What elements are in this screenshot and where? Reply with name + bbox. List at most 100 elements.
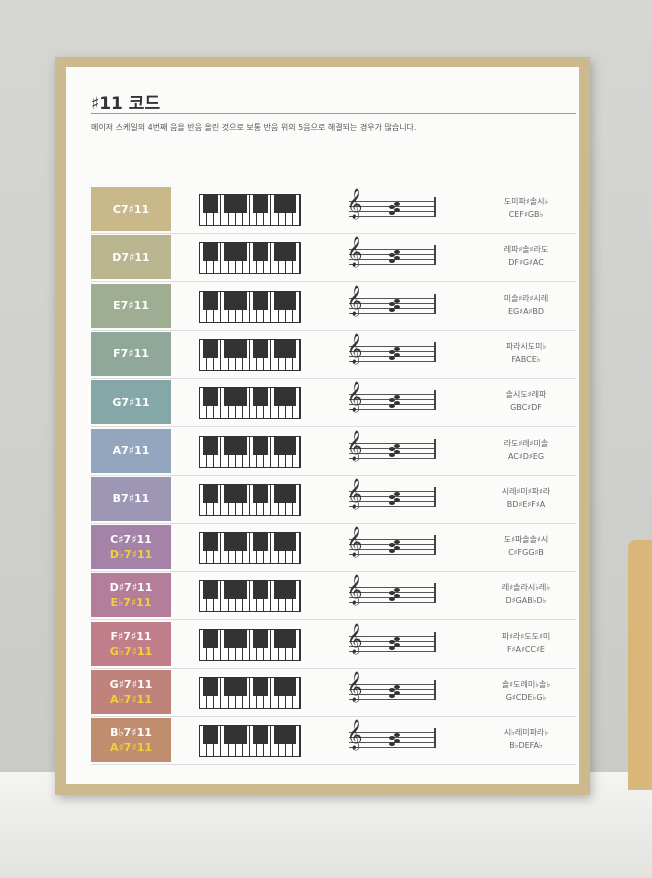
chord-row: A7♯11 𝄞 라도♯레♯미솔 AC♯D♯EG — [91, 427, 576, 476]
note-head — [389, 211, 395, 215]
white-key — [293, 436, 300, 467]
note-head — [394, 256, 400, 261]
poster-frame: ♯11 코드 메이저 스케일의 4번째 음을 반음 올린 것으로 보통 반음 위… — [55, 57, 590, 795]
black-key — [281, 243, 290, 262]
black-key — [252, 436, 261, 455]
notes-letters: FABCE♭ — [511, 354, 541, 364]
black-key — [259, 195, 268, 213]
note-head — [394, 546, 400, 551]
white-key — [293, 581, 300, 612]
white-key — [293, 726, 300, 757]
white-key — [243, 629, 250, 660]
white-key — [293, 533, 300, 564]
black-key — [238, 629, 247, 648]
white-key — [264, 484, 272, 515]
treble-clef-icon: 𝄞 — [347, 237, 363, 268]
black-key — [259, 533, 268, 552]
chord-name: C♯7♯11 — [110, 533, 152, 547]
white-key — [214, 339, 222, 370]
poster: ♯11 코드 메이저 스케일의 4번째 음을 반음 올린 것으로 보통 반음 위… — [66, 67, 579, 784]
black-key — [274, 436, 283, 455]
staff-notation: 𝄞 — [347, 672, 436, 702]
black-key — [274, 339, 283, 358]
black-key — [288, 533, 297, 552]
black-key — [259, 388, 268, 407]
notes-letters: GBC♯DF — [510, 403, 542, 413]
chord-notes: 솔시도♯레파 GBC♯DF — [476, 388, 576, 414]
poster-subtitle: 메이저 스케일의 4번째 음을 반음 올린 것으로 보통 반음 위의 5음으로 … — [91, 123, 417, 132]
treble-clef-icon: 𝄞 — [347, 575, 363, 606]
note-head — [389, 253, 395, 258]
black-key — [203, 436, 212, 455]
black-key — [210, 243, 219, 262]
chord-label: E7♯11 — [91, 283, 171, 328]
note-head — [394, 346, 400, 351]
black-key — [203, 533, 212, 552]
staff-notation: 𝄞 — [347, 720, 436, 750]
white-key — [214, 726, 222, 757]
notes-letters: CEF♯GB♭ — [508, 210, 544, 219]
note-head — [389, 446, 395, 451]
note-head — [389, 452, 395, 457]
black-key — [288, 484, 297, 503]
white-key — [293, 291, 300, 322]
note-head — [394, 401, 400, 406]
note-head — [389, 307, 395, 312]
notes-korean: 라도♯레♯미솔 — [503, 438, 549, 448]
staff-notation: 𝄞 — [347, 575, 436, 605]
white-key — [293, 678, 300, 708]
white-key — [214, 678, 222, 708]
black-key — [210, 291, 219, 310]
black-key — [231, 339, 240, 358]
treble-clef-icon: 𝄞 — [347, 430, 363, 461]
white-key — [243, 436, 250, 467]
notes-letters: B♭DEFA♭ — [509, 741, 543, 751]
notes-korean: 도♯파솔솔♯시 — [503, 535, 549, 545]
chord-name: F♯7♯11 — [110, 629, 152, 643]
note-head — [394, 636, 400, 641]
black-key — [231, 484, 240, 503]
black-key — [203, 726, 212, 745]
black-key — [288, 291, 297, 310]
staff-notation: 𝄞 — [347, 382, 436, 412]
black-key — [224, 195, 233, 213]
black-key — [274, 726, 283, 745]
chord-notes: 레♯솔라시♭레♭ D♯GAB♭D♭ — [476, 581, 576, 607]
black-key — [224, 243, 233, 262]
white-key — [293, 484, 300, 515]
black-key — [274, 629, 283, 648]
staff-notation: 𝄞 — [347, 286, 436, 316]
black-key — [238, 581, 247, 600]
white-key — [243, 678, 250, 708]
black-key — [210, 629, 219, 648]
black-key — [288, 629, 297, 648]
black-key — [238, 339, 247, 358]
white-key — [293, 243, 300, 274]
note-head — [394, 395, 400, 400]
chord-notes: 라도♯레♯미솔 AC♯D♯EG — [476, 437, 576, 463]
note-head — [389, 742, 395, 747]
black-key — [274, 291, 283, 310]
chord-row: C♯7♯11 D♭7♯11 𝄞 도♯파솔솔♯시 C♯FGG♯B — [91, 523, 576, 573]
white-key — [264, 388, 272, 419]
notes-letters: C♯FGG♯B — [508, 548, 544, 558]
note-head — [394, 691, 400, 695]
note-head — [389, 259, 395, 264]
black-key — [281, 726, 290, 745]
keyboard-diagram — [199, 580, 301, 613]
chord-name: A7♯11 — [112, 444, 150, 457]
note-head — [394, 685, 400, 689]
keyboard-diagram — [199, 194, 301, 226]
white-key — [243, 581, 250, 612]
chord-row: D7♯11 𝄞 레파♯솔♯라도 DF♯G♯AC — [91, 233, 576, 283]
notes-letters: F♯A♯CC♯E — [507, 644, 545, 654]
black-key — [238, 388, 247, 407]
treble-clef-icon: 𝄞 — [347, 478, 363, 509]
chord-label: D7♯11 — [91, 235, 171, 280]
notes-letters: BD♯E♯F♯A — [506, 499, 546, 509]
keyboard-diagram — [199, 435, 301, 468]
keyboard-diagram — [199, 725, 301, 758]
white-key — [264, 243, 272, 274]
note-head — [394, 449, 400, 454]
white-key — [243, 726, 250, 757]
